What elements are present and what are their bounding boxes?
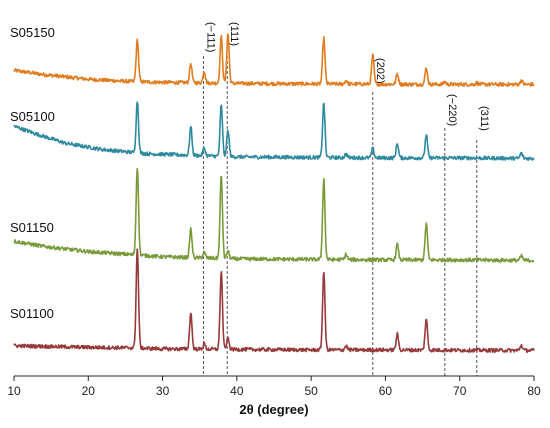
series-layer bbox=[13, 33, 535, 354]
x-tick-label: 80 bbox=[527, 384, 541, 398]
series-labels: S05150 S05100 S01150 S01100 bbox=[10, 25, 55, 321]
x-tick-label: 60 bbox=[379, 384, 393, 398]
reference-lines: (−111) (111) (202) (−220) (311) bbox=[202, 22, 490, 376]
series-line-s01100 bbox=[13, 248, 535, 354]
reference-line-label: (−111) bbox=[204, 22, 216, 52]
x-tick-label: 20 bbox=[82, 384, 96, 398]
x-axis: 10 20 30 40 50 60 70 80 2θ (degree) bbox=[7, 375, 541, 417]
series-line-s01150 bbox=[13, 167, 535, 263]
series-label-s05100: S05100 bbox=[10, 109, 55, 124]
series-label-s01150: S01150 bbox=[10, 220, 54, 235]
series-label-s05150: S05150 bbox=[10, 25, 55, 40]
x-tick-label: 40 bbox=[230, 384, 244, 398]
x-ticks: 10 20 30 40 50 60 70 80 bbox=[7, 376, 541, 398]
reference-line-label: (−220) bbox=[446, 94, 458, 126]
x-tick-label: 10 bbox=[7, 384, 21, 398]
x-axis-title: 2θ (degree) bbox=[239, 402, 308, 417]
reference-line-label: (111) bbox=[228, 22, 240, 46]
series-line-s05100 bbox=[13, 101, 535, 161]
x-tick-label: 70 bbox=[453, 384, 467, 398]
reference-line-label: (311) bbox=[478, 106, 490, 131]
x-tick-label: 50 bbox=[304, 384, 318, 398]
x-tick-label: 30 bbox=[156, 384, 170, 398]
series-label-s01100: S01100 bbox=[10, 306, 54, 321]
reference-line-label: (202) bbox=[374, 58, 386, 84]
series-line-s05150 bbox=[13, 33, 535, 87]
